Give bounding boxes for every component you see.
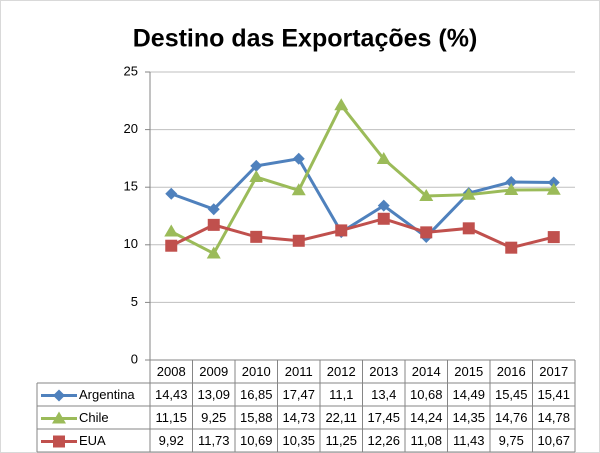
marker bbox=[249, 170, 264, 183]
x-tick-label: 2008 bbox=[157, 364, 186, 379]
x-tick-label: 2010 bbox=[242, 364, 271, 379]
marker bbox=[291, 183, 306, 196]
marker bbox=[334, 98, 349, 111]
table-cell: 14,49 bbox=[452, 387, 485, 402]
table-cell: 10,35 bbox=[282, 433, 315, 448]
marker bbox=[164, 224, 179, 237]
marker bbox=[165, 187, 178, 200]
table-cell: 14,24 bbox=[410, 410, 443, 425]
marker bbox=[420, 226, 433, 239]
table-cell: 11,43 bbox=[453, 433, 485, 448]
marker bbox=[165, 239, 178, 252]
legend-key-marker bbox=[53, 435, 65, 448]
marker bbox=[250, 230, 263, 243]
table-cell: 11,25 bbox=[325, 433, 357, 448]
table-cell: 10,69 bbox=[240, 433, 273, 448]
x-tick-label: 2016 bbox=[497, 364, 526, 379]
legend-label: EUA bbox=[79, 433, 106, 448]
table-cell: 17,45 bbox=[367, 410, 400, 425]
marker bbox=[376, 151, 391, 164]
x-tick-label: 2013 bbox=[369, 364, 398, 379]
chart-title: Destino das Exportações (%) bbox=[133, 25, 478, 53]
table-cell: 13,09 bbox=[197, 387, 230, 402]
marker bbox=[419, 188, 434, 201]
y-tick-label: 20 bbox=[124, 121, 138, 136]
table-cell: 15,88 bbox=[240, 410, 273, 425]
table-cell: 9,92 bbox=[159, 433, 184, 448]
table-cell: 12,26 bbox=[367, 433, 400, 448]
marker bbox=[335, 224, 348, 237]
table-cell: 11,1 bbox=[329, 387, 353, 402]
table-cell: 11,15 bbox=[155, 410, 187, 425]
marker bbox=[462, 222, 475, 235]
series-line bbox=[170, 157, 554, 239]
table-cell: 9,75 bbox=[499, 433, 524, 448]
table-cell: 22,11 bbox=[325, 410, 357, 425]
marker bbox=[547, 231, 560, 244]
x-tick-label: 2014 bbox=[412, 364, 441, 379]
x-tick-label: 2009 bbox=[199, 364, 228, 379]
marker bbox=[504, 182, 519, 195]
y-tick-label: 10 bbox=[124, 236, 138, 251]
table-cell: 11,08 bbox=[410, 433, 442, 448]
table-cell: 14,73 bbox=[282, 410, 315, 425]
x-tick-label: 2017 bbox=[539, 364, 568, 379]
marker bbox=[547, 176, 560, 189]
table-cell: 11,73 bbox=[198, 433, 230, 448]
table-cell: 17,47 bbox=[282, 387, 315, 402]
legend-key-marker bbox=[53, 389, 65, 402]
x-tick-label: 2011 bbox=[285, 364, 313, 379]
marker bbox=[505, 241, 518, 254]
table-cell: 15,45 bbox=[495, 387, 528, 402]
y-tick-label: 5 bbox=[131, 294, 138, 309]
table-cell: 9,25 bbox=[201, 410, 226, 425]
table-cell: 10,67 bbox=[537, 433, 570, 448]
marker bbox=[505, 176, 518, 189]
marker bbox=[292, 234, 305, 247]
legend-label: Chile bbox=[79, 410, 109, 425]
x-tick-label: 2015 bbox=[454, 364, 483, 379]
legend-key-marker bbox=[52, 411, 66, 424]
x-tick-label: 2012 bbox=[327, 364, 356, 379]
marker bbox=[292, 152, 305, 165]
series-line bbox=[170, 217, 555, 250]
y-tick-label: 25 bbox=[124, 63, 138, 78]
table-cell: 15,41 bbox=[537, 387, 570, 402]
y-tick-label: 15 bbox=[124, 179, 138, 194]
marker bbox=[377, 212, 390, 225]
y-tick-label: 0 bbox=[131, 351, 138, 366]
marker bbox=[207, 218, 220, 231]
table-cell: 14,78 bbox=[537, 410, 570, 425]
legend-label: Argentina bbox=[79, 387, 135, 402]
marker bbox=[250, 159, 263, 172]
marker bbox=[377, 199, 390, 212]
marker bbox=[207, 203, 220, 216]
marker bbox=[461, 187, 476, 200]
marker bbox=[206, 246, 221, 259]
table-cell: 13,4 bbox=[371, 387, 396, 402]
table-cell: 16,85 bbox=[240, 387, 273, 402]
series-line bbox=[170, 102, 554, 256]
table-cell: 14,43 bbox=[155, 387, 188, 402]
table-cell: 14,35 bbox=[452, 410, 485, 425]
table-cell: 14,76 bbox=[495, 410, 528, 425]
marker bbox=[546, 182, 561, 195]
table-cell: 10,68 bbox=[410, 387, 443, 402]
